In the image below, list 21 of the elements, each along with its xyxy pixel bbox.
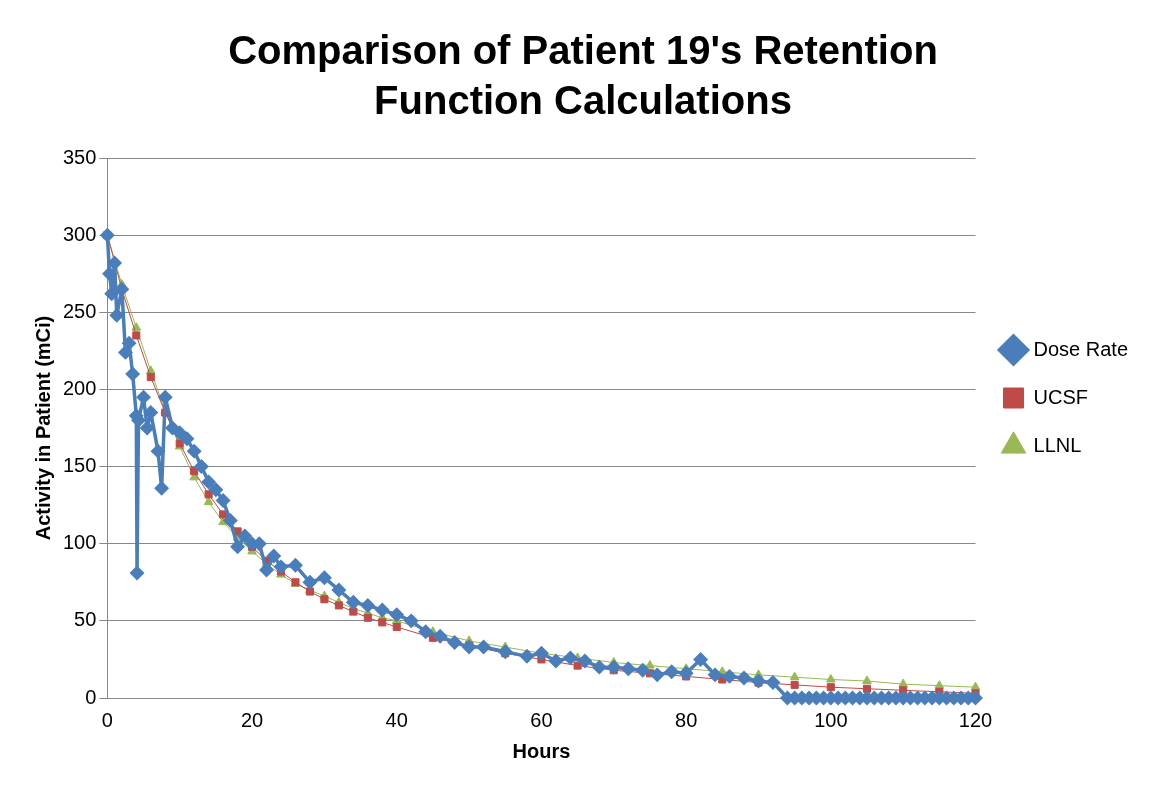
x-tick-label: 40	[385, 708, 408, 731]
y-axis-title: Activity in Patient (mCi)	[31, 315, 54, 541]
legend-label: Dose Rate	[1033, 337, 1129, 360]
x-tick-label: 120	[958, 708, 993, 731]
x-tick-label: 80	[675, 708, 698, 731]
x-tick-label: 0	[101, 708, 113, 731]
x-tick-label: 20	[240, 708, 264, 731]
legend-label: UCSF	[1033, 385, 1088, 408]
chart-title: Comparison of Patient 19's Retention Function Calculations	[228, 28, 938, 123]
y-tick-label: 50	[74, 608, 97, 631]
y-tick-label: 150	[62, 454, 97, 477]
x-tick-label: 100	[814, 708, 848, 731]
y-tick-label: 200	[62, 376, 97, 399]
x-tick-label: 60	[530, 708, 553, 731]
x-axis-title: Hours	[512, 739, 571, 762]
y-tick-label: 0	[85, 685, 97, 708]
y-tick-label: 250	[62, 299, 97, 322]
y-tick-label: 100	[62, 531, 97, 554]
y-tick-label: 350	[62, 145, 97, 168]
legend-label: LLNL	[1033, 433, 1082, 456]
y-tick-label: 300	[62, 222, 97, 245]
